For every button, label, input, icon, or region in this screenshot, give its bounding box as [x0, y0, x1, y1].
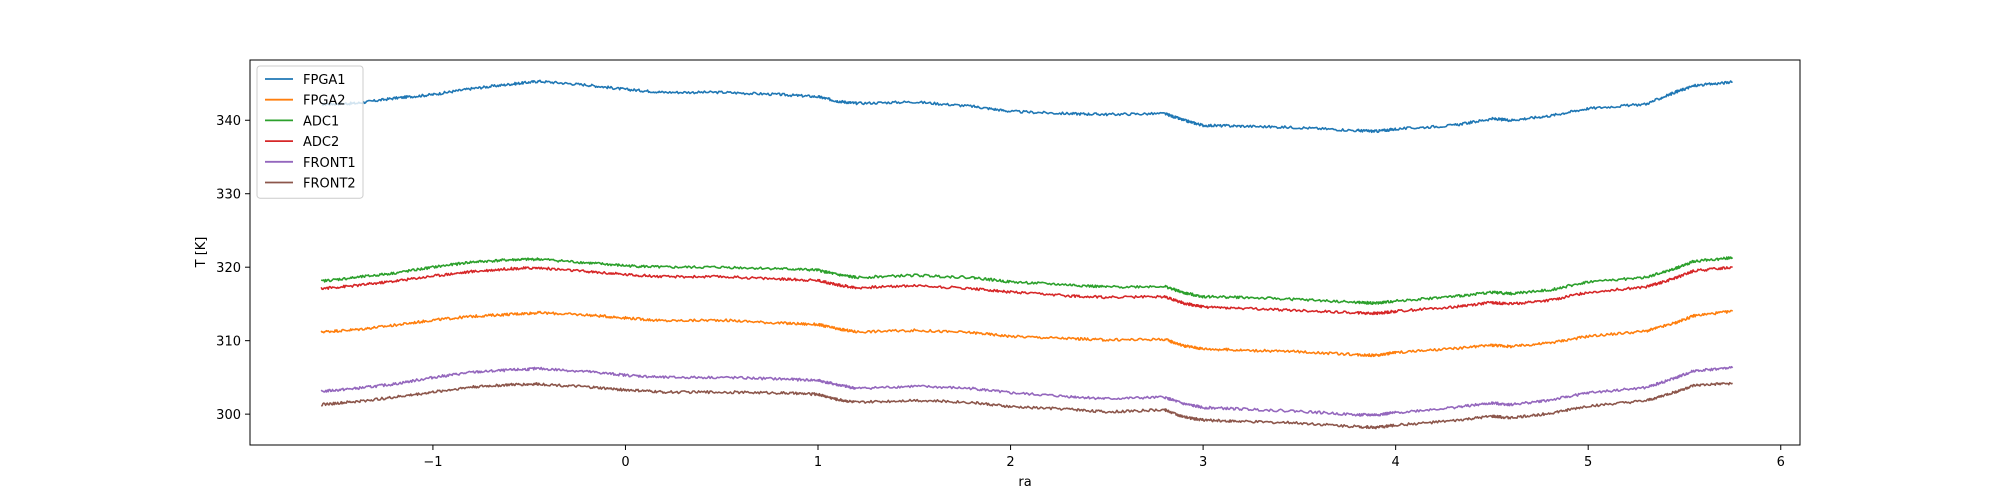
legend-label-adc1: ADC1 [303, 114, 339, 129]
series-line-fpga1 [321, 79, 1733, 134]
y-tick-label: 300 [216, 408, 241, 423]
legend-label-front2: FRONT2 [303, 177, 356, 192]
legend-label-front1: FRONT1 [303, 156, 356, 171]
x-tick-label: 4 [1392, 455, 1400, 470]
x-tick-label: 3 [1199, 455, 1207, 470]
y-tick-label: 330 [216, 188, 241, 203]
series-line-adc2 [320, 266, 1733, 316]
series-line-fpga2 [320, 309, 1734, 358]
x-axis: −1 0 1 2 3 4 5 6 [423, 445, 1785, 470]
x-axis-label: ra [1018, 475, 1031, 490]
x-tick-label: 5 [1584, 455, 1592, 470]
y-tick-label: 320 [216, 261, 241, 276]
x-tick-label: 6 [1777, 455, 1785, 470]
series-layer [320, 79, 1734, 430]
series-line-adc1 [320, 256, 1734, 306]
y-tick-label: 310 [216, 335, 241, 350]
series-line-front2 [321, 381, 1733, 430]
legend-label-adc2: ADC2 [303, 135, 339, 150]
plot-frame [249, 59, 1801, 446]
y-axis: 300 310 320 330 340 [216, 114, 250, 423]
y-tick-label: 340 [216, 114, 241, 129]
x-tick-label: −1 [423, 455, 442, 470]
legend-label-fpga2: FPGA2 [303, 94, 346, 109]
y-axis-label: T [K] [194, 237, 209, 269]
legend-label-fpga1: FPGA1 [303, 73, 346, 88]
x-tick-label: 0 [621, 455, 629, 470]
x-tick-label: 2 [1006, 455, 1014, 470]
x-tick-label: 1 [814, 455, 822, 470]
series-line-front1 [320, 365, 1734, 417]
legend: FPGA1 FPGA2 ADC1 ADC2 FRONT1 FRONT2 [256, 65, 364, 199]
